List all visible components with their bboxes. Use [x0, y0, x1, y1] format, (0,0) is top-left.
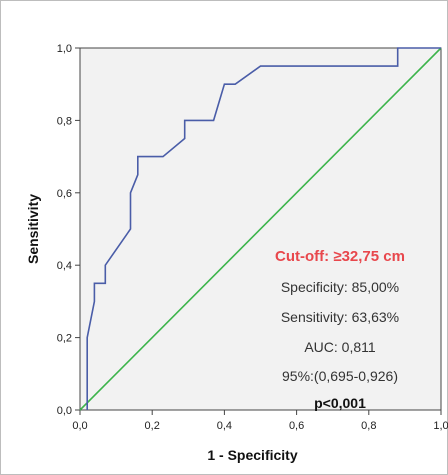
y-tick-label: 0,0 — [57, 405, 72, 417]
specificity-annotation: Specificity: 85,00% — [281, 279, 399, 295]
ci-annotation: 95%:(0,695-0,926) — [282, 368, 398, 384]
x-axis-title: 1 - Specificity — [207, 447, 297, 463]
x-tick-label: 0,8 — [361, 420, 376, 432]
x-tick-label: 0,0 — [72, 420, 87, 432]
reference-line — [79, 47, 442, 411]
x-tick-label: 1,0 — [433, 420, 448, 432]
p-value-annotation: p<0,001 — [314, 395, 366, 411]
y-tick-label: 0,2 — [57, 333, 72, 345]
x-axis: 0,0 0,2 0,4 0,6 0,8 1,0 — [72, 410, 448, 432]
cutoff-annotation: Cut-off: ≥32,75 cm — [275, 248, 405, 265]
x-tick-label: 0,2 — [145, 420, 160, 432]
auc-annotation: AUC: 0,811 — [304, 339, 376, 355]
x-tick-label: 0,6 — [289, 420, 304, 432]
sensitivity-annotation: Sensitivity: 63,63% — [281, 309, 399, 325]
y-tick-label: 0,6 — [57, 188, 72, 200]
y-tick-label: 0,8 — [57, 115, 72, 127]
roc-curve — [86, 47, 441, 410]
y-axis: 0,0 0,2 0,4 0,6 0,8 1,0 — [57, 43, 80, 417]
y-tick-label: 1,0 — [57, 43, 72, 55]
y-axis-title: Sensitivity — [25, 194, 41, 264]
x-tick-label: 0,4 — [217, 420, 232, 432]
y-tick-label: 0,4 — [57, 260, 72, 272]
